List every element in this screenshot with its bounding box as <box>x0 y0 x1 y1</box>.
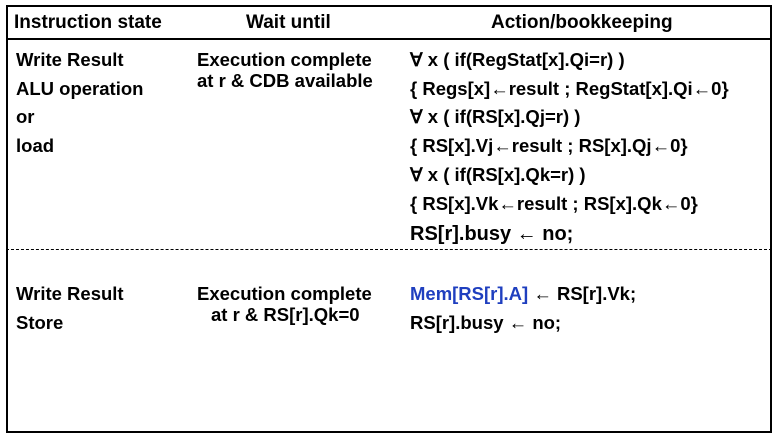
row1-state-line: Write Result <box>16 49 124 70</box>
row1-action-line: ∀ x ( if(RegStat[x].Qi=r) ) <box>410 49 625 70</box>
header-action: Action/bookkeeping <box>491 12 673 33</box>
row1-state-line: load <box>16 135 55 156</box>
row-divider <box>6 249 772 250</box>
row2-action-line1: Mem[RS[r].A] ← RS[r].Vk; <box>410 283 637 304</box>
row2-wait-line: Execution complete <box>197 283 372 304</box>
row1-action-line: { RS[x].Vj←result ; RS[x].Qj←0} <box>410 135 688 156</box>
row2-state-line: Store <box>16 312 64 333</box>
row1-state-line: ALU operation <box>16 78 144 99</box>
row2-wait-line: at r & RS[r].Qk=0 <box>211 304 360 325</box>
header-divider <box>6 38 772 40</box>
memory-target-highlight: Mem[RS[r].A] <box>410 283 529 304</box>
row1-action-line: ∀ x ( if(RS[x].Qj=r) ) <box>410 106 581 127</box>
row2-action-line1-rest: ← RS[r].Vk; <box>528 283 637 304</box>
row2-state-line: Write Result <box>16 283 124 304</box>
row1-action-line: { RS[x].Vk←result ; RS[x].Qk←0} <box>410 193 698 214</box>
row1-action-line: ∀ x ( if(RS[x].Qk=r) ) <box>410 164 586 185</box>
row1-action-line: { Regs[x]←result ; RegStat[x].Qi←0} <box>410 78 729 99</box>
row1-wait-line: Execution complete <box>197 49 372 70</box>
header-wait-until: Wait until <box>246 12 331 33</box>
table-frame <box>6 5 772 433</box>
row1-wait-line: at r & CDB available <box>197 70 373 91</box>
header-instruction-state: Instruction state <box>14 12 162 33</box>
row1-state-line: or <box>16 106 35 127</box>
row1-action-line: RS[r].busy ← no; <box>410 223 574 245</box>
row2-action-line2: RS[r].busy ← no; <box>410 312 562 333</box>
